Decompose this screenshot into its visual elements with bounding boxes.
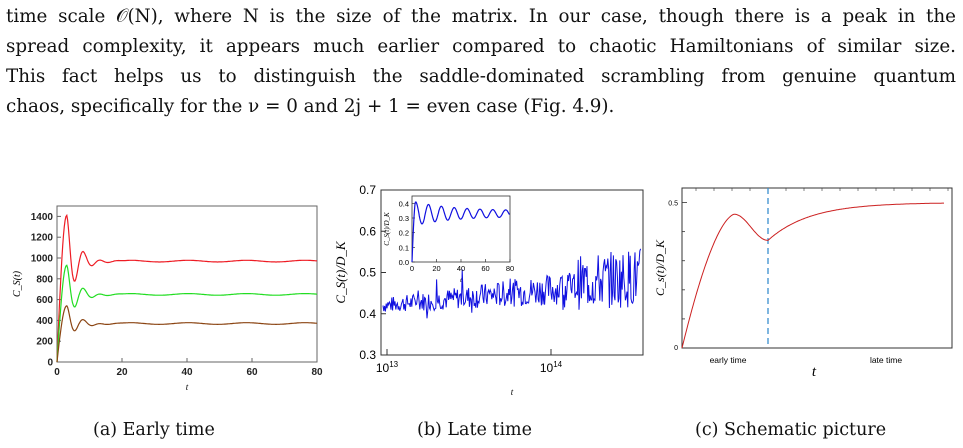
paragraph-line: chaos, specifically for the ν = 0 and 2j… — [6, 96, 615, 117]
inset-x-tick-label: 40 — [457, 264, 465, 273]
y-tick-label: 1200 — [31, 233, 54, 244]
caption-c: (c) Schematic picture — [695, 420, 887, 440]
y-tick-label: 0.5 — [668, 201, 678, 208]
region-label-early: early time — [710, 355, 747, 365]
region-label-late: late time — [870, 355, 902, 365]
x-axis-label: t — [186, 382, 189, 392]
inset-y-tick-label: 0.0 — [399, 258, 409, 267]
inset-y-axis-label: C_S(t)/D_K — [383, 212, 391, 246]
paragraph-line: This fact helps us to distinguish the sa… — [6, 66, 956, 87]
paragraph-line: spread complexity, it appears much earli… — [6, 36, 956, 57]
inset-y-tick-label: 0.4 — [399, 199, 409, 208]
x-axis-label: t — [812, 364, 817, 380]
caption-b: (b) Late time — [417, 420, 533, 440]
y-axis-label: C_s(t)/D_K — [653, 239, 667, 296]
series-line-green — [56, 264, 318, 363]
x-tick-label: 60 — [246, 367, 258, 378]
y-tick-label: 1400 — [31, 212, 54, 223]
inset-x-tick-label: 0 — [410, 264, 414, 273]
inset-series-line — [411, 201, 511, 263]
y-axis-label: C_S(t) — [12, 270, 23, 297]
series-line-blue — [382, 248, 642, 319]
caption-a: (a) Early time — [93, 420, 215, 440]
inset-x-tick-label: 20 — [432, 264, 440, 273]
y-tick-label: 0.6 — [359, 224, 376, 238]
series-line-red — [56, 213, 318, 363]
figure-early-time: 0 200 400 600 800 1000 1200 1400 0 20 40 60 80 t C_S(t… — [12, 205, 323, 392]
y-tick-label: 0.4 — [359, 307, 376, 321]
x-tick-label: 80 — [311, 367, 323, 378]
inset-y-tick-label: 0.2 — [399, 229, 409, 238]
series-line-brown — [56, 304, 318, 363]
y-tick-label: 800 — [36, 274, 53, 285]
y-tick-label: 0 — [47, 358, 53, 369]
inset-y-tick-label: 0.1 — [399, 243, 409, 252]
y-tick-label: 0.5 — [359, 266, 376, 280]
inset-frame — [411, 195, 511, 263]
y-axis-label: C_S(t)/D_K — [333, 240, 348, 303]
figure-schematic: 0.5 0 C_s(t)/D_Kt early time late time — [653, 187, 953, 380]
y-tick-label: 0.7 — [359, 183, 376, 197]
y-tick-label: 600 — [36, 295, 53, 306]
x-tick-label: 20 — [116, 367, 128, 378]
inset-x-tick-label: 80 — [506, 264, 514, 273]
paragraph-line: time scale 𝒪(N), where N is the size of … — [6, 6, 956, 27]
inset-y-tick-label: 0.3 — [399, 214, 409, 223]
y-tick-label: 200 — [36, 337, 53, 348]
x-tick-label: 40 — [181, 367, 193, 378]
body-paragraph: time scale 𝒪(N), where N is the size of … — [6, 2, 956, 122]
figure-late-time: 0.3 0.4 0.5 0.6 0.7 1013 1014 t C_S(t)/D_K 0.0 0.1… — [333, 183, 644, 397]
x-tick-label: 1013 — [376, 360, 399, 375]
y-tick-label: 0.3 — [359, 348, 376, 362]
plot-frame — [56, 205, 318, 363]
inset-x-tick-label: 60 — [481, 264, 489, 273]
inset-x-axis-label: t — [460, 278, 462, 284]
plot-frame — [681, 187, 953, 349]
x-axis-label: t — [511, 387, 514, 397]
x-tick-label: 0 — [54, 367, 60, 378]
y-tick-label: 1000 — [31, 254, 54, 265]
x-tick-label: 1014 — [540, 360, 563, 375]
y-tick-label: 400 — [36, 316, 53, 327]
y-tick-label: 0 — [674, 345, 678, 352]
schematic-curve — [681, 202, 944, 349]
